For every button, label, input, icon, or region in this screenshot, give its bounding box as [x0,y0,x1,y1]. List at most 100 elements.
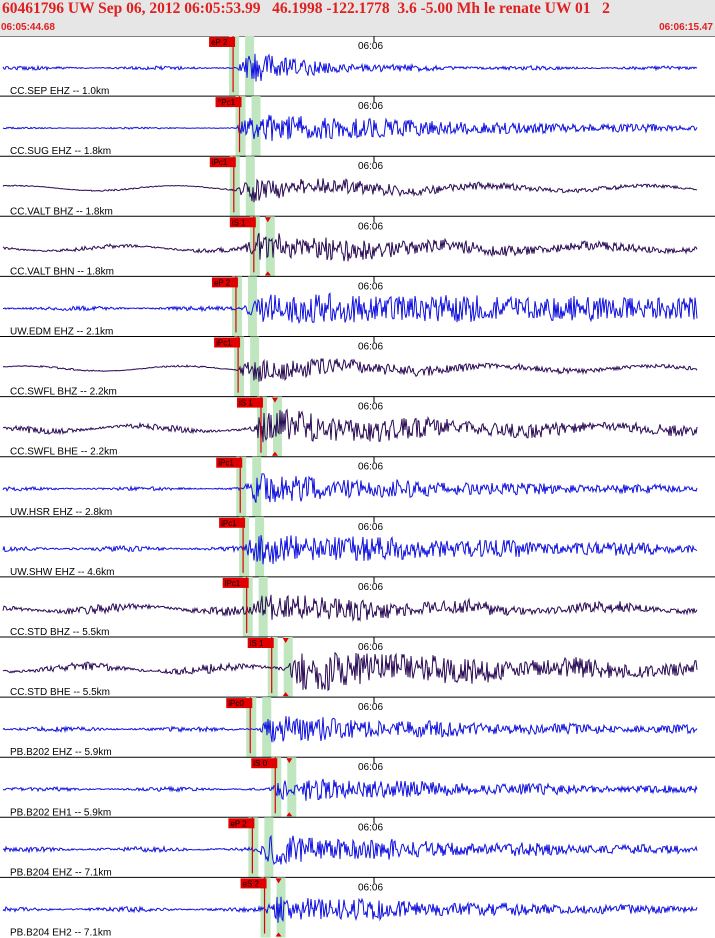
pick-marker [286,758,293,764]
time-tick-label: 06:06 [358,161,383,172]
time-tick-label: 06:06 [358,582,383,593]
pick-window [271,757,282,818]
time-tick-label: 06:06 [358,101,383,112]
pick-flag [240,878,267,889]
waveform-trace [2,232,698,262]
pick-marker [286,812,293,817]
end-time: 06:06:15.47 [659,22,713,33]
pick-window [235,96,246,157]
waveform-trace [2,358,698,382]
pick-window [249,216,260,277]
time-tick-label: 06:06 [358,462,383,473]
start-time: 06:05:44.68 [1,22,55,33]
waveform-trace [2,408,698,443]
station-label: CC.SWFL BHE -- 2.2km [10,447,117,458]
pick-marker [275,932,282,937]
pick-label: eP 2 [211,38,228,47]
time-tick-label: 06:06 [358,882,383,893]
pick-flag [209,157,236,168]
pick-label: eP 2 [230,819,247,828]
pick-label: iPc1 [216,339,232,348]
pick-flag [236,397,263,408]
pick-flag [219,517,246,528]
pick-window [245,156,255,217]
station-label: PB.B202 EHZ -- 5.9km [10,747,112,758]
pick-marker [271,397,278,403]
station-label: CC.STD BHE -- 5.5km [10,687,110,698]
pick-label: iPc0 [228,699,244,708]
time-tick-label: 06:06 [358,402,383,413]
station-label: PB.B204 EH2 -- 7.1km [10,928,111,938]
header-bar: 60461796 UW Sep 06, 2012 06:05:53.99 46.… [0,0,715,36]
seismogram-panel: 06:06 eP 2 CC.SEP EHZ -- 1.0km 06:06 ^Pc1 CC.… [0,36,715,938]
station-label: PB.B202 EH1 -- 5.9km [10,807,111,818]
pick-marker [264,217,271,223]
pick-marker [282,638,289,643]
waveform-trace [2,778,698,801]
waveform-trace [2,53,698,82]
pick-label: iS 1 [250,639,264,648]
pick-window [231,276,242,337]
time-tick-label: 06:06 [358,221,383,232]
waveform-trace [2,716,698,743]
pick-flag [226,698,253,709]
waveform-trace [2,651,698,692]
pick-label: eS 2 [243,879,260,888]
waveform-trace [2,473,698,503]
pick-window [229,36,240,97]
station-label: CC.VALT BHZ -- 1.8km [10,206,113,217]
station-label: UW.EDM EHZ -- 2.1km [10,327,113,338]
pick-flag [229,217,256,228]
pick-marker [271,451,278,456]
station-label: UW.SHW EHZ -- 4.6km [10,567,114,578]
waveform-trace [2,292,698,325]
time-tick-label: 06:06 [358,642,383,653]
pick-label: ^Pc1 [218,98,236,107]
pick-flag [211,277,238,288]
pick-window [267,637,278,698]
pick-flag [247,638,274,648]
station-label: CC.SUG EHZ -- 1.8km [10,146,111,157]
waveform-trace [2,535,698,565]
pick-window [229,156,240,217]
pick-label: iPc1 [218,459,234,468]
pick-label: iS 1 [239,399,253,408]
time-tick-label: 06:06 [358,822,383,833]
pick-flag [222,577,249,588]
station-label: PB.B204 EHZ -- 7.1km [10,867,112,878]
pick-flag [216,457,243,468]
time-tick-label: 06:06 [358,281,383,292]
time-tick-label: 06:06 [358,522,383,533]
pick-window [234,336,245,397]
time-tick-label: 06:06 [358,702,383,713]
waveform-trace [2,178,698,203]
pick-label: iPc1 [221,519,237,528]
pick-window [260,877,271,938]
time-tick-label: 06:06 [358,342,383,353]
pick-flag [228,818,255,829]
station-label: UW.HSR EHZ -- 2.8km [10,507,112,518]
pick-marker [264,271,271,276]
pick-label: iPc1 [212,158,228,167]
pick-window [236,456,247,517]
pick-flag [215,97,242,108]
pick-marker [275,878,282,884]
pick-window [251,96,261,157]
pick-marker [282,692,289,697]
pick-label: eP 2 [214,278,231,287]
pick-label: iS 1 [232,218,246,227]
event-title: 60461796 UW Sep 06, 2012 06:05:53.99 46.… [2,0,610,17]
pick-flag [214,337,241,348]
time-tick-label: 06:06 [358,41,383,52]
pick-label: iS 0 [253,759,267,768]
waveform-trace [2,896,698,923]
pick-window [287,757,297,818]
pick-window [247,276,257,337]
station-label: CC.STD BHZ -- 5.5km [10,627,109,638]
pick-window [264,817,274,878]
time-tick-label: 06:06 [358,762,383,773]
pick-label: iPc1 [225,579,241,588]
station-label: CC.SEP EHZ -- 1.0km [10,86,109,97]
waveform-trace [2,834,698,865]
pick-window [246,697,257,758]
